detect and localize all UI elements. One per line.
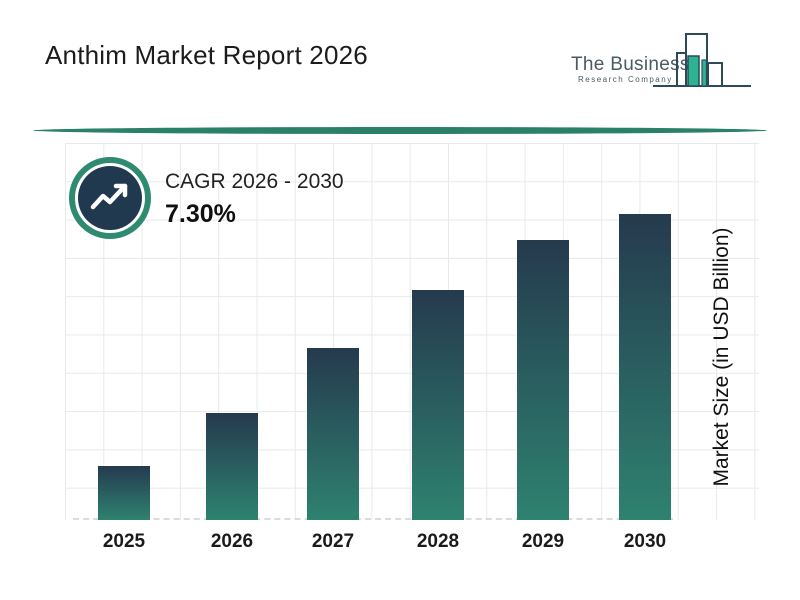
x-axis-label-2028: 2028 <box>416 531 460 552</box>
x-axis-label-2025: 2025 <box>102 531 146 552</box>
bar-2030 <box>619 214 671 520</box>
bar-2027 <box>307 348 359 520</box>
company-logo: The Business Research Company <box>565 28 765 108</box>
x-axis-baseline <box>73 518 673 520</box>
x-axis-label-2027: 2027 <box>311 531 355 552</box>
x-axis-label-2030: 2030 <box>623 531 667 552</box>
cagr-period-label: CAGR 2026 - 2030 <box>165 170 344 193</box>
cagr-value: 7.30% <box>165 200 236 228</box>
bar-2028 <box>412 290 464 520</box>
x-axis-label-2029: 2029 <box>521 531 565 552</box>
logo-company-subname: Research Company <box>578 75 673 84</box>
trend-up-icon <box>69 157 151 239</box>
bar-2025 <box>98 466 150 520</box>
y-axis-label: Market Size (in USD Billion) <box>710 227 733 487</box>
section-divider <box>33 127 767 134</box>
bar-buildings-logo-icon <box>653 33 751 87</box>
logo-company-name: The Business <box>571 54 690 75</box>
x-axis-label-2026: 2026 <box>210 531 254 552</box>
cagr-badge <box>68 156 152 240</box>
bar-2029 <box>517 240 569 520</box>
bar-2026 <box>206 413 258 520</box>
report-title: Anthim Market Report 2026 <box>45 40 368 70</box>
